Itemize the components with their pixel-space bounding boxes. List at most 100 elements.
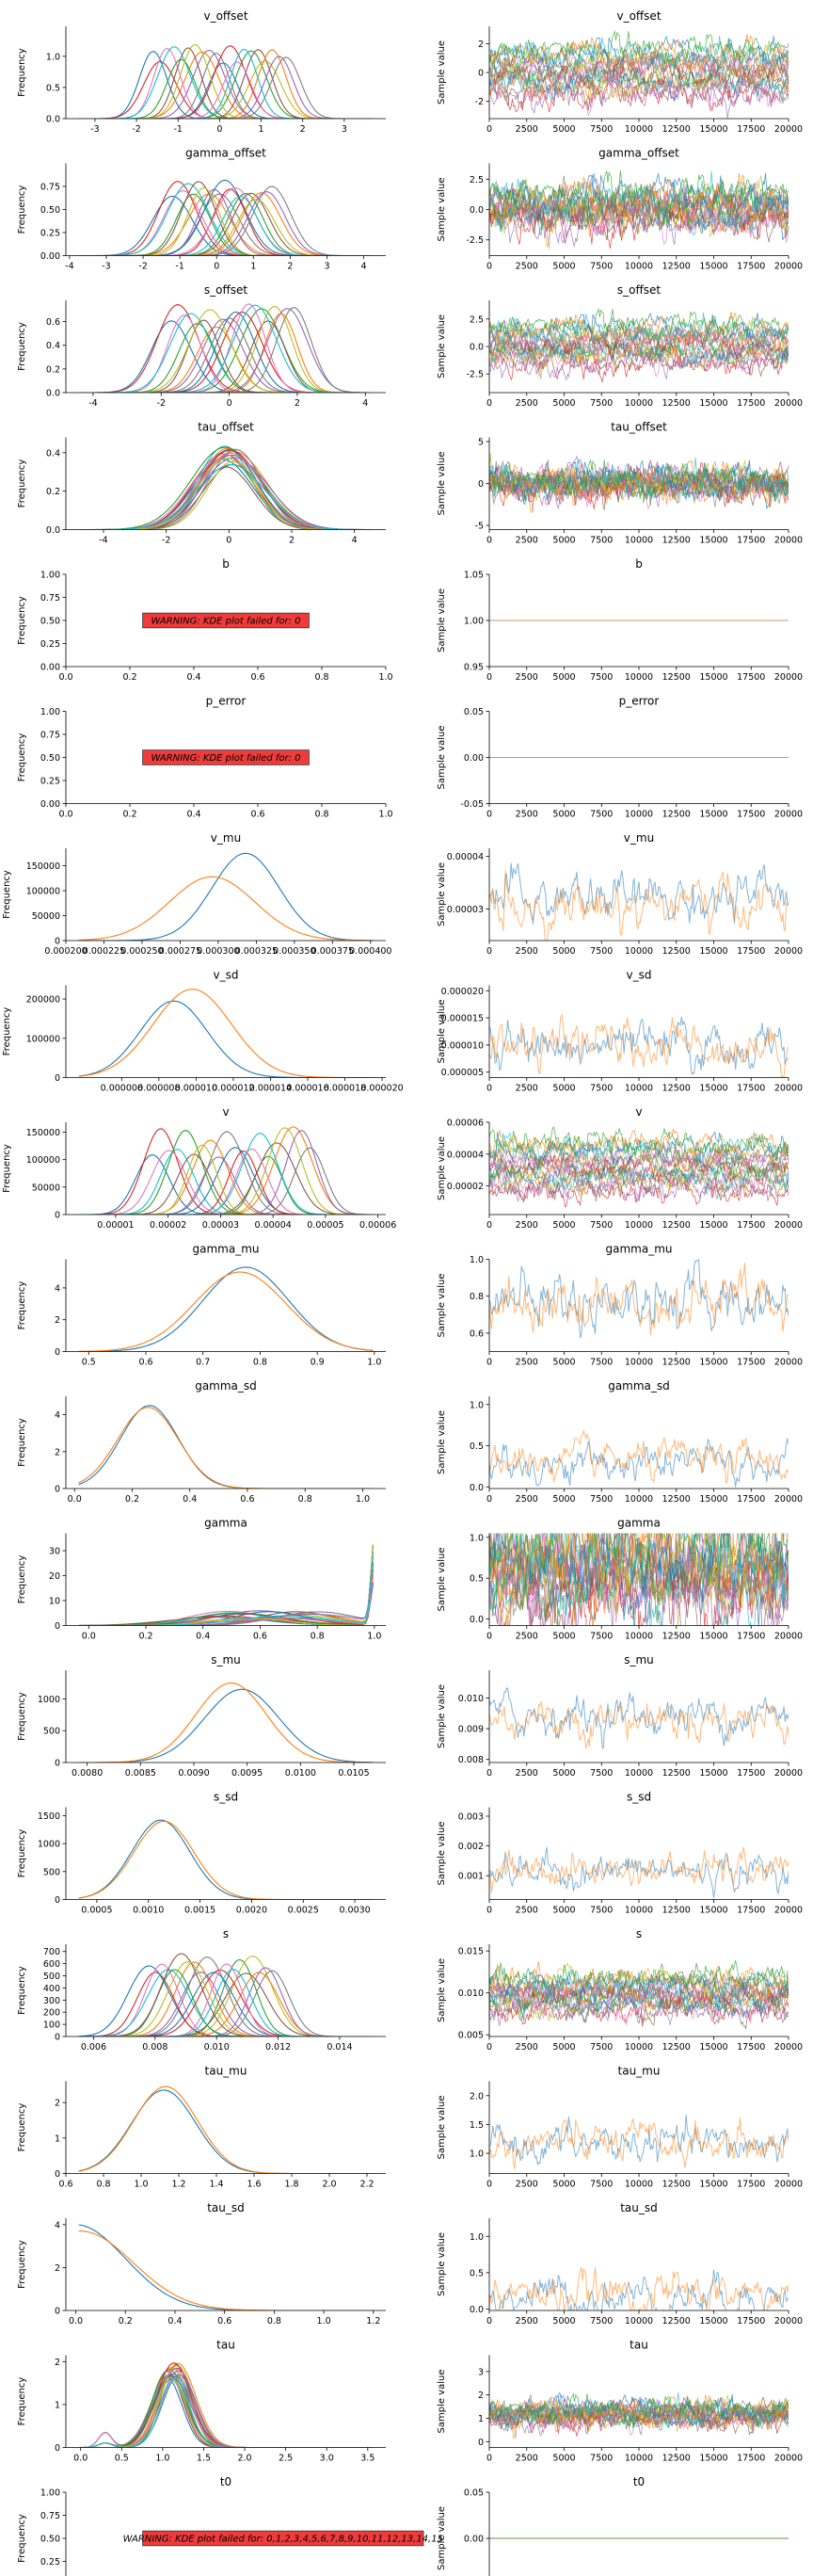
x-tick-label: 12500 bbox=[662, 1494, 691, 1505]
x-tick-label: 5000 bbox=[552, 398, 575, 409]
panel-title: v_offset bbox=[203, 9, 247, 23]
kde-curve bbox=[78, 448, 374, 530]
kde-curve bbox=[78, 50, 374, 119]
x-tick-label: 5000 bbox=[552, 810, 575, 820]
x-tick-label: 17500 bbox=[737, 2042, 765, 2053]
x-tick-label: 17500 bbox=[737, 124, 765, 135]
x-tick-label: 7500 bbox=[590, 810, 613, 820]
x-tick-label: 17500 bbox=[737, 672, 765, 683]
x-tick-label: 0.0 bbox=[58, 810, 72, 820]
y-axis-label: Sample value bbox=[437, 2370, 447, 2434]
y-tick-label: 100000 bbox=[26, 887, 60, 897]
kde-curve bbox=[78, 46, 374, 119]
y-tick-label: 0.00 bbox=[40, 663, 60, 673]
panel-kde-gamma_offset: gamma_offset Frequency -4 -3 -2 -1 0 1 2 3 4 0.00 0.… bbox=[17, 147, 386, 272]
x-tick-label: 7500 bbox=[590, 1632, 613, 1642]
x-tick-label: 3 bbox=[342, 124, 347, 135]
x-tick-label: 0.008 bbox=[142, 2042, 167, 2053]
x-tick-label: 20000 bbox=[774, 1358, 803, 1368]
plot-area bbox=[78, 989, 374, 1078]
x-tick-label: 20000 bbox=[774, 2454, 803, 2464]
x-tick-label: 0.010 bbox=[204, 2042, 230, 2053]
y-tick-label: 1.00 bbox=[464, 617, 484, 627]
x-tick-label: 0.000020 bbox=[360, 1084, 403, 1094]
x-tick-label: 10000 bbox=[625, 1632, 653, 1642]
trace-line bbox=[489, 1687, 789, 1749]
y-tick-label: -2.5 bbox=[466, 370, 484, 380]
trace-line bbox=[489, 1165, 789, 1202]
x-tick-label: 0 bbox=[486, 124, 492, 135]
panel-trace-s_mu: s_mu Sample value 0 2500 5000 7500 10000 12500 1… bbox=[437, 1653, 803, 1779]
y-tick-label: 0.00003 bbox=[447, 905, 484, 915]
y-tick-label: 0 bbox=[55, 1485, 60, 1495]
trace-line bbox=[489, 2392, 789, 2429]
y-tick-label: 200 bbox=[43, 2008, 60, 2019]
trace-line bbox=[489, 1132, 789, 1163]
x-tick-label: 4 bbox=[352, 536, 358, 546]
x-tick-label: 0.6 bbox=[217, 2316, 231, 2326]
x-tick-label: 10000 bbox=[625, 536, 653, 546]
y-tick-label: 2.0 bbox=[470, 2091, 484, 2101]
kde-curve bbox=[78, 459, 374, 530]
kde-curve bbox=[78, 1144, 374, 1215]
kde-curve bbox=[78, 457, 374, 530]
y-tick-label: 0.000020 bbox=[441, 987, 484, 997]
panel-title: gamma_mu bbox=[193, 1243, 260, 1256]
x-tick-label: 15000 bbox=[699, 2042, 727, 2053]
kde-curve bbox=[78, 2370, 374, 2448]
x-tick-label: 12500 bbox=[662, 398, 691, 409]
x-tick-label: 12500 bbox=[662, 672, 691, 683]
y-axis-label: Sample value bbox=[437, 862, 447, 926]
x-tick-label: 0.6 bbox=[58, 2180, 72, 2190]
trace-line bbox=[489, 328, 789, 362]
kde-curve bbox=[78, 193, 374, 256]
x-tick-label: 2 bbox=[300, 124, 306, 135]
x-tick-label: 0.000200 bbox=[44, 946, 87, 957]
x-tick-label: 0 bbox=[486, 1358, 492, 1368]
x-tick-label: 15000 bbox=[699, 1632, 727, 1642]
x-tick-label: 17500 bbox=[737, 398, 765, 409]
x-tick-label: 2500 bbox=[516, 2042, 538, 2053]
trace-line bbox=[489, 1171, 789, 1203]
x-tick-label: 20000 bbox=[774, 2316, 803, 2326]
kde-curve bbox=[78, 1551, 374, 1626]
plot-area bbox=[489, 169, 789, 250]
y-tick-label: 0 bbox=[478, 69, 484, 79]
y-tick-label: 0 bbox=[55, 937, 60, 947]
x-tick-label: 5000 bbox=[552, 2180, 575, 2190]
plot-area bbox=[489, 862, 789, 941]
x-tick-label: 4 bbox=[362, 398, 368, 409]
plot-area bbox=[78, 445, 374, 530]
x-tick-label: 20000 bbox=[774, 536, 803, 546]
x-tick-label: 5000 bbox=[552, 1220, 575, 1231]
x-tick-label: 5000 bbox=[552, 1494, 575, 1505]
x-tick-label: 2.2 bbox=[359, 2180, 374, 2190]
y-tick-label: 1 bbox=[55, 2133, 60, 2144]
plot-area bbox=[78, 852, 374, 941]
y-tick-label: 0.0 bbox=[470, 1615, 484, 1625]
x-tick-label: 15000 bbox=[699, 1768, 727, 1779]
trace-line bbox=[489, 2393, 789, 2427]
y-axis-label: Sample value bbox=[437, 1958, 447, 2022]
x-tick-label: 0.014 bbox=[327, 2042, 352, 2053]
y-axis-label: Frequency bbox=[17, 185, 27, 234]
y-axis-label: Frequency bbox=[17, 1692, 27, 1741]
trace-line bbox=[489, 29, 789, 71]
x-tick-label: 17500 bbox=[737, 810, 765, 820]
x-tick-label: 2500 bbox=[516, 672, 538, 683]
y-tick-label: 0.50 bbox=[40, 617, 60, 627]
kde-curve bbox=[78, 45, 374, 119]
x-tick-label: 12500 bbox=[662, 2454, 691, 2464]
kde-curve bbox=[78, 460, 374, 530]
x-tick-label: 0.0020 bbox=[236, 1906, 267, 1916]
trace-line bbox=[489, 1846, 789, 1898]
trace-line bbox=[489, 2266, 789, 2310]
y-tick-label: 0.25 bbox=[40, 639, 60, 650]
x-tick-label: 1.6 bbox=[247, 2180, 261, 2190]
trace-line bbox=[489, 1533, 789, 1590]
x-tick-label: 0.6 bbox=[138, 1358, 152, 1368]
plot-area bbox=[489, 2266, 789, 2310]
x-tick-label: -2 bbox=[138, 262, 147, 272]
panel-title: p_error bbox=[206, 695, 247, 708]
y-tick-label: -5 bbox=[475, 522, 484, 532]
